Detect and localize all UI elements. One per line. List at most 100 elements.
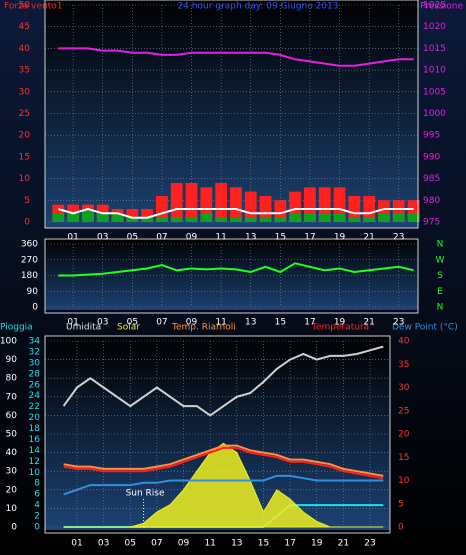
bar [230, 187, 242, 222]
plot-border [44, 335, 391, 534]
legend: Umidita [66, 323, 101, 333]
x-tick-label: 21 [363, 318, 374, 328]
x-tick-label: 09 [186, 318, 198, 328]
y2-tick-label: 1020 [423, 22, 446, 32]
y2-tick-label: N [437, 303, 444, 313]
y2-tick-label: W [436, 255, 445, 265]
y2-tick-label: 985 [423, 174, 440, 184]
bar [333, 213, 346, 222]
y3-tick-label: 28 [29, 369, 41, 379]
bar [363, 217, 376, 222]
y-tick-label: 0 [24, 218, 30, 228]
y2-tick-label: 1000 [423, 109, 446, 119]
line [63, 444, 384, 477]
bar [67, 213, 80, 222]
bar [274, 217, 287, 222]
y3-tick-label: 14 [29, 446, 41, 456]
y-tick-label: 20 [6, 485, 18, 495]
y2-tick-label: 15 [398, 453, 409, 463]
bar [215, 182, 228, 222]
y-tick-label: 10 [6, 504, 18, 514]
bar [378, 213, 390, 222]
bar [200, 213, 213, 222]
legend-wind: Forza vento1 [4, 2, 63, 12]
line [58, 207, 414, 219]
bar [392, 200, 405, 222]
bar [185, 182, 198, 222]
y-tick-label: 50 [6, 430, 18, 440]
bar [185, 217, 198, 222]
bar [126, 217, 139, 222]
x-tick-label: 15 [275, 318, 286, 328]
y2-tick-label: 30 [398, 383, 410, 393]
y3-tick-label: 16 [29, 435, 41, 445]
bar [363, 195, 376, 222]
y-tick-label: 25 [19, 109, 30, 119]
x-tick-label: 17 [304, 318, 315, 328]
y2-tick-label: 1025 [423, 1, 446, 11]
bar [289, 191, 302, 222]
line [58, 262, 414, 277]
legend: Pioggia [0, 323, 33, 333]
bar [348, 217, 361, 222]
x-tick-label: 11 [215, 318, 226, 328]
y-tick-label: 60 [6, 411, 18, 421]
x-tick-label: 03 [97, 318, 108, 328]
legend-pressure: Pressione [420, 2, 463, 12]
x-tick-label: 13 [245, 318, 256, 328]
x-tick-label: 19 [334, 318, 346, 328]
bar [407, 213, 420, 222]
legend: Temperatura [311, 323, 369, 333]
bar [289, 213, 302, 222]
bar [215, 217, 228, 222]
x-tick-label: 09 [178, 539, 190, 549]
x-tick-label: 21 [338, 539, 349, 549]
y2-tick-label: 5 [398, 499, 404, 509]
y-tick-label: 40 [19, 44, 31, 54]
x-tick-label: 19 [311, 539, 323, 549]
x-tick-label: 09 [186, 233, 198, 243]
bar [111, 213, 124, 222]
y3-tick-label: 2 [34, 512, 40, 522]
x-tick-label: 11 [215, 233, 226, 243]
y-tick-label: 0 [32, 303, 38, 313]
bar [170, 217, 183, 222]
bar [156, 217, 168, 222]
bar [318, 187, 331, 222]
y2-tick-label: N [437, 240, 444, 250]
plot-border [44, 238, 419, 314]
y-tick-label: 360 [21, 240, 38, 250]
bar [244, 217, 257, 222]
y3-tick-label: 4 [34, 501, 40, 511]
bar [407, 200, 420, 222]
line [58, 47, 414, 67]
y3-tick-label: 6 [34, 490, 40, 500]
y3-tick-label: 8 [34, 479, 40, 489]
x-tick-label: 19 [334, 233, 346, 243]
y2-tick-label: 35 [398, 360, 409, 370]
plot-border [44, 0, 419, 229]
y-tick-label: 80 [6, 374, 18, 384]
legend: Temp. Riarnoli [171, 323, 236, 333]
y2-tick-label: 1010 [423, 66, 446, 76]
y-tick-label: 90 [6, 355, 18, 365]
y2-tick-label: S [437, 271, 443, 281]
annotation: Sun Rise [126, 489, 165, 499]
x-tick-label: 17 [304, 233, 315, 243]
bar [333, 187, 346, 222]
bar [304, 187, 316, 222]
y3-tick-label: 18 [29, 424, 41, 434]
x-tick-label: 05 [127, 318, 138, 328]
x-tick-label: 15 [258, 539, 269, 549]
bar [274, 200, 287, 222]
bar [156, 195, 168, 222]
bar [141, 217, 154, 222]
bar [392, 213, 405, 222]
bar [244, 191, 257, 222]
y-tick-label: 45 [19, 22, 30, 32]
x-tick-label: 05 [125, 539, 136, 549]
y-tick-label: 270 [21, 255, 38, 265]
x-tick-label: 21 [363, 233, 374, 243]
x-tick-label: 23 [364, 539, 375, 549]
bar [378, 200, 390, 222]
